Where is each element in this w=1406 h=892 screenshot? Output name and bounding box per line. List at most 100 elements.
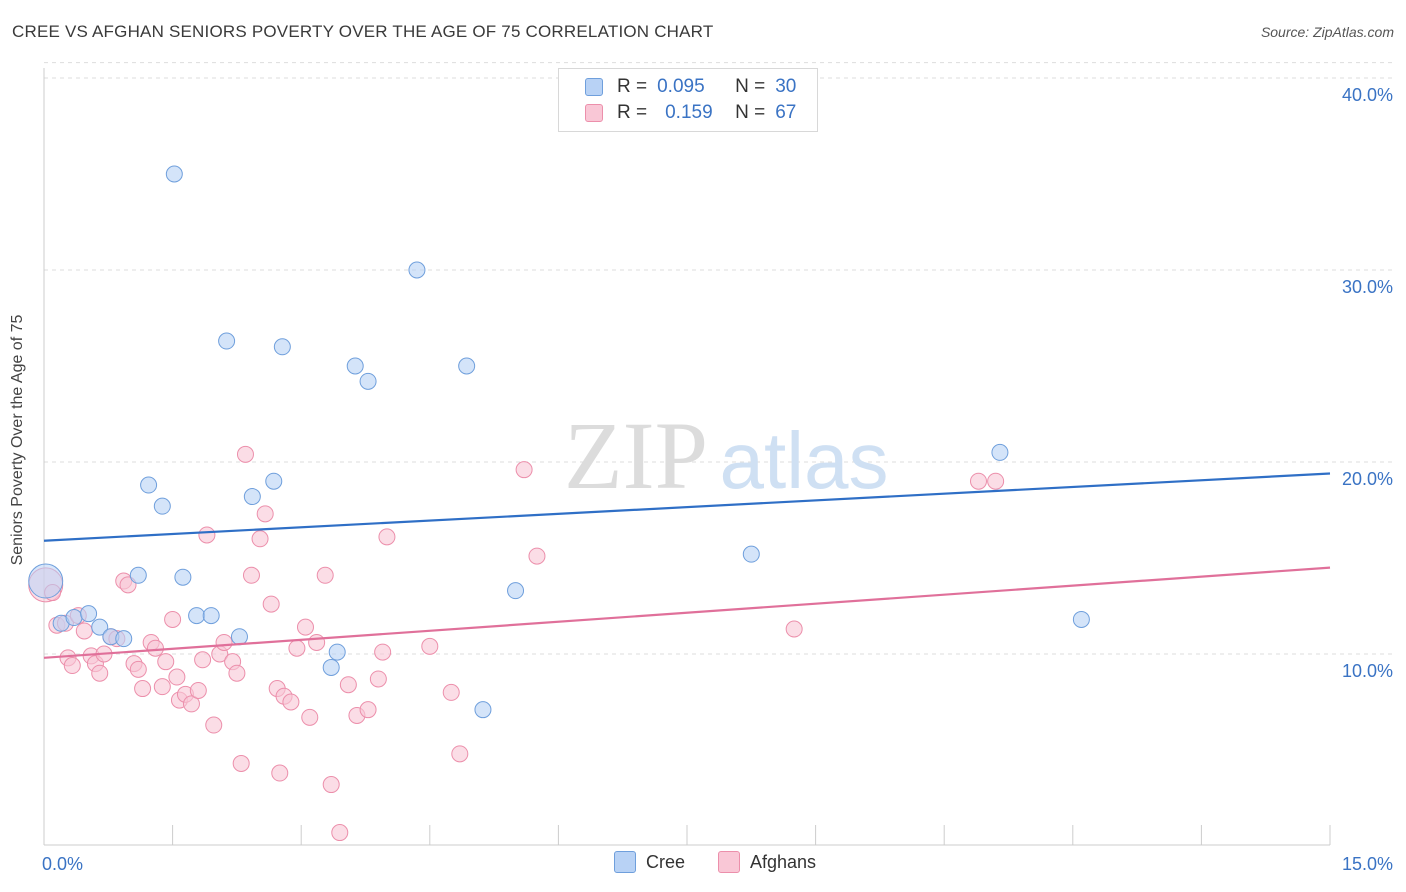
afghan-point-31 [205,716,223,734]
afghan-point-17 [129,660,147,678]
afghan-point-39 [251,530,269,548]
y-axis-label: Seniors Poverty Over the Age of 75 [9,314,26,566]
grid-layer [44,62,1392,655]
afghan-point-57 [374,643,392,661]
cree-point-4 [91,618,109,636]
cree-point-24 [458,357,476,375]
afghan-point-38 [242,566,260,584]
cree-point-6 [115,630,133,648]
afghan-point-55 [359,701,377,719]
cree-point-21 [346,357,364,375]
afghan-point-66 [987,472,1005,490]
afghan-swatch [585,104,603,122]
afghan-point-10 [91,664,109,682]
afghan-point-59 [421,637,439,655]
afghan-point-21 [153,678,171,696]
afghan-point-50 [316,566,334,584]
watermark-zip: ZIP [564,402,708,509]
afghan-point-51 [322,776,340,794]
watermark: ZIP atlas [564,402,888,509]
legend-item-afghans[interactable]: Afghans [718,851,816,873]
afghan-point-36 [232,754,250,772]
afghan-point-58 [378,528,396,546]
cree-n-label: N = [735,76,766,97]
cree-n-value: 30 [775,76,797,97]
cree-point-7 [129,566,147,584]
cree-point-11 [174,568,192,586]
afghan-point-45 [282,693,300,711]
afghan-point-28 [189,681,207,699]
cree-point-23 [408,261,426,279]
cree-point-28 [991,443,1009,461]
afghan-point-18 [134,680,152,698]
cree-point-22 [359,372,377,390]
afghan-r-value: 0.159 [665,102,713,123]
afghan-point-23 [164,610,182,628]
legend-stats-afghans: R = 0.159 N = 67 [585,101,796,125]
cree-legend-label: Cree [646,851,686,872]
afghan-point-63 [528,547,546,565]
afghan-n-value: 67 [775,102,797,123]
afghan-point-30 [198,526,216,544]
cree-point-13 [202,607,220,625]
cree-r-value: 0.095 [657,76,705,97]
afghan-point-24 [168,668,186,686]
y-tick-label-20: 20.0% [1342,469,1393,489]
cree-point-29 [1072,610,1090,628]
axis-layer [43,68,1331,846]
cree-point-15 [230,628,248,646]
legend-item-cree[interactable]: Cree [614,851,685,873]
afghan-point-27 [182,695,200,713]
cree-point-25 [474,701,492,719]
afghan-point-43 [271,764,289,782]
afghan-point-65 [969,472,987,490]
cree-point-3 [80,605,98,623]
cree-point-19 [322,658,340,676]
cree-point-27 [742,545,760,563]
legend-series: Cree Afghans [0,851,1406,877]
cree-point-10 [165,165,183,183]
cree-point-0 [28,563,64,599]
cree-trend-line [43,472,1331,542]
afghan-point-29 [194,651,212,669]
cree-point-18 [273,338,291,356]
afghan-legend-label: Afghans [750,851,817,872]
afghan-point-7 [75,622,93,640]
cree-point-9 [153,497,171,515]
chart-title: CREE VS AFGHAN SENIORS POVERTY OVER THE … [12,22,714,41]
afghan-point-41 [262,595,280,613]
points-layer [28,165,1090,842]
afghan-point-62 [515,461,533,479]
cree-point-16 [243,488,261,506]
legend-stats: R = 0.095 N = 30 R = 0.159 N = 67 [558,68,818,132]
cree-point-26 [507,582,525,600]
y-tick-label-30: 30.0% [1342,277,1393,297]
afghan-point-61 [451,745,469,763]
afghan-point-52 [331,824,349,842]
afghan-point-60 [442,683,460,701]
afghan-r-label: R = [617,102,648,123]
afghan-legend-swatch [718,851,740,873]
afghan-point-47 [296,618,314,636]
cree-point-2 [65,609,83,627]
afghan-point-35 [228,664,246,682]
afghan-point-5 [63,657,81,675]
cree-legend-swatch [614,851,636,873]
x-tick-label-max: 15.0% [1342,854,1393,874]
afghan-point-64 [785,620,803,638]
tick-label-layer: 10.0% 20.0% 30.0% 40.0% 0.0% 15.0% [42,85,1393,874]
afghan-point-33 [215,633,233,651]
cree-point-14 [218,332,236,350]
afghan-n-label: N = [735,102,766,123]
cree-point-17 [265,472,283,490]
afghan-point-22 [157,653,175,671]
y-tick-label-10: 10.0% [1342,661,1393,681]
trend-layer [43,472,1331,659]
afghan-point-48 [301,708,319,726]
afghan-trend-line [43,566,1331,659]
y-tick-label-40: 40.0% [1342,85,1393,105]
afghan-point-53 [339,676,357,694]
cree-r-label: R = [617,76,648,97]
cree-swatch [585,78,603,96]
